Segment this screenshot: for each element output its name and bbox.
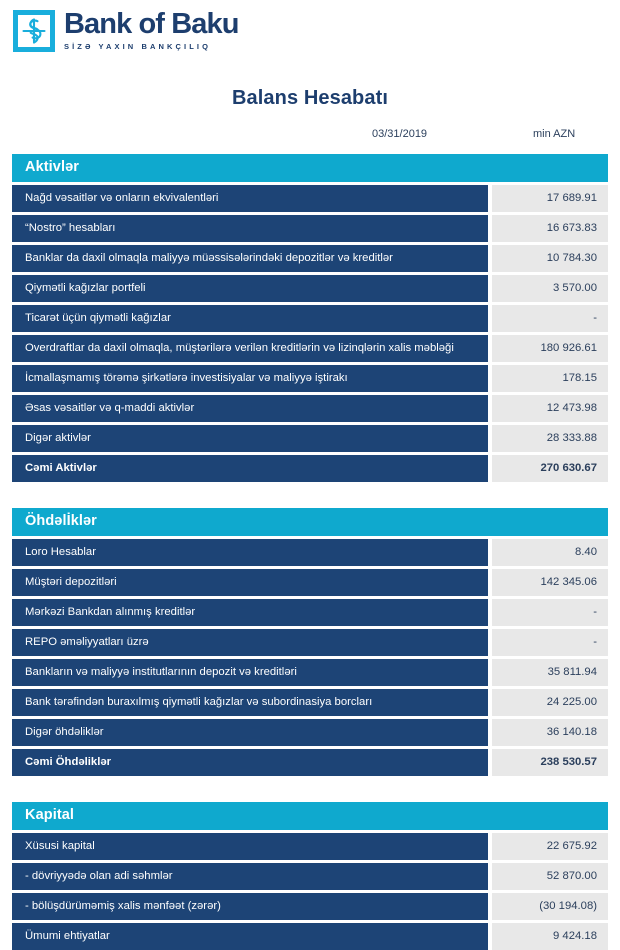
row-value: 17 689.91	[492, 185, 608, 212]
table-row-total: Cəmi Öhdəliklər 238 530.57	[12, 749, 608, 776]
row-label: Cəmi Öhdəliklər	[12, 749, 488, 776]
table-row: Digər aktivlər 28 333.88	[12, 425, 608, 452]
table-row-total: Cəmi Aktivlər 270 630.67	[12, 455, 608, 482]
report-currency-unit: min AZN	[533, 128, 576, 140]
row-label: Ticarət üçün qiymətli kağızlar	[12, 305, 488, 332]
table-row: İcmallaşmamış törəmə şirkətlərə investis…	[12, 365, 608, 392]
sheet-section: Kapital Xüsusi kapital 22 675.92- dövriyyə…	[12, 802, 608, 950]
table-row: Qiymətli kağızlar portfeli 3 570.00	[12, 275, 608, 302]
row-value: -	[492, 599, 608, 626]
row-label: Nağd vəsaitlər və onların ekvivalentləri	[12, 185, 488, 212]
section-header: Öhdəlİklər	[12, 508, 608, 536]
sheet-section: Aktivlər Nağd vəsaitlər və onların ekviva…	[12, 154, 608, 482]
row-value: 142 345.06	[492, 569, 608, 596]
bank-of-baku-monogram-icon	[13, 10, 55, 52]
row-value: 178.15	[492, 365, 608, 392]
row-label: Bank tərəfindən buraxılmış qiymətli kağı…	[12, 689, 488, 716]
row-label: Qiymətli kağızlar portfeli	[12, 275, 488, 302]
row-label: “Nostro” hesabları	[12, 215, 488, 242]
section-header: Kapital	[12, 802, 608, 830]
row-label: Ümumi ehtiyatlar	[12, 923, 488, 950]
table-row: Overdraftlar da daxil olmaqla, müştərilə…	[12, 335, 608, 362]
row-label: - bölüşdürüməmiş xalis mənfəət (zərər)	[12, 893, 488, 920]
row-label: İcmallaşmamış törəmə şirkətlərə investis…	[12, 365, 488, 392]
row-label: Mərkəzi Bankdan alınmış kreditlər	[12, 599, 488, 626]
row-label: Müştəri depozitləri	[12, 569, 488, 596]
row-label: Əsas vəsaitlər və q-maddi aktivlər	[12, 395, 488, 422]
row-value: 52 870.00	[492, 863, 608, 890]
table-row: REPO əməliyyatları üzrə -	[12, 629, 608, 656]
table-row: Loro Hesablar 8.40	[12, 539, 608, 566]
page-title: Balans Hesabatı	[231, 87, 388, 109]
brand-header: Bank of Baku SİZƏ YAXIN BANKÇILIQ	[0, 0, 620, 56]
row-label: Digər aktivlər	[12, 425, 488, 452]
table-row: - bölüşdürüməmiş xalis mənfəət (zərər) (3…	[12, 893, 608, 920]
table-row: Əsas vəsaitlər və q-maddi aktivlər 12 473…	[12, 395, 608, 422]
sheet-section: Öhdəlİklər Loro Hesablar 8.40 Müştəri depoz…	[12, 508, 608, 776]
row-value: (30 194.08)	[492, 893, 608, 920]
brand-tagline: SİZƏ YAXIN BANKÇILIQ	[64, 42, 212, 51]
row-label: Cəmi Aktivlər	[12, 455, 488, 482]
table-row: Banklar da daxil olmaqla maliyyə müəssis…	[12, 245, 608, 272]
report-date: 03/31/2019	[372, 128, 428, 140]
row-label: Xüsusi kapital	[12, 833, 488, 860]
row-label: Loro Hesablar	[12, 539, 488, 566]
row-value: 35 811.94	[492, 659, 608, 686]
row-value: 22 675.92	[492, 833, 608, 860]
row-value: 10 784.30	[492, 245, 608, 272]
row-value: -	[492, 305, 608, 332]
row-value: 12 473.98	[492, 395, 608, 422]
row-value: 270 630.67	[492, 455, 608, 482]
row-label: - dövriyyədə olan adi səhmlər	[12, 863, 488, 890]
row-label: Banklar da daxil olmaqla maliyyə müəssis…	[12, 245, 488, 272]
row-value: -	[492, 629, 608, 656]
row-value: 3 570.00	[492, 275, 608, 302]
row-value: 180 926.61	[492, 335, 608, 362]
table-row: Ticarət üçün qiymətli kağızlar -	[12, 305, 608, 332]
table-row: Nağd vəsaitlər və onların ekvivalentləri…	[12, 185, 608, 212]
table-row: Müştəri depozitləri 142 345.06	[12, 569, 608, 596]
section-header: Aktivlər	[12, 154, 608, 182]
report-meta: 03/31/2019 min AZN	[0, 128, 620, 144]
brand-name: Bank of Baku	[64, 8, 239, 40]
row-label: Bankların və maliyyə institutlarının dep…	[12, 659, 488, 686]
row-value: 238 530.57	[492, 749, 608, 776]
table-row: Mərkəzi Bankdan alınmış kreditlər -	[12, 599, 608, 626]
row-label: Overdraftlar da daxil olmaqla, müştərilə…	[12, 335, 488, 362]
row-value: 16 673.83	[492, 215, 608, 242]
table-row: Ümumi ehtiyatlar 9 424.18	[12, 923, 608, 950]
row-label: Digər öhdəliklər	[12, 719, 488, 746]
row-label: REPO əməliyyatları üzrə	[12, 629, 488, 656]
table-row: “Nostro” hesabları 16 673.83	[12, 215, 608, 242]
table-row: Digər öhdəliklər 36 140.18	[12, 719, 608, 746]
row-value: 28 333.88	[492, 425, 608, 452]
row-value: 24 225.00	[492, 689, 608, 716]
row-value: 36 140.18	[492, 719, 608, 746]
table-row: Bank tərəfindən buraxılmış qiymətli kağı…	[12, 689, 608, 716]
row-value: 9 424.18	[492, 923, 608, 950]
table-row: Bankların və maliyyə institutlarının dep…	[12, 659, 608, 686]
row-value: 8.40	[492, 539, 608, 566]
table-row: Xüsusi kapital 22 675.92	[12, 833, 608, 860]
table-row: - dövriyyədə olan adi səhmlər 52 870.00	[12, 863, 608, 890]
balance-sheet-table: Aktivlər Nağd vəsaitlər və onların ekviva…	[12, 154, 608, 950]
